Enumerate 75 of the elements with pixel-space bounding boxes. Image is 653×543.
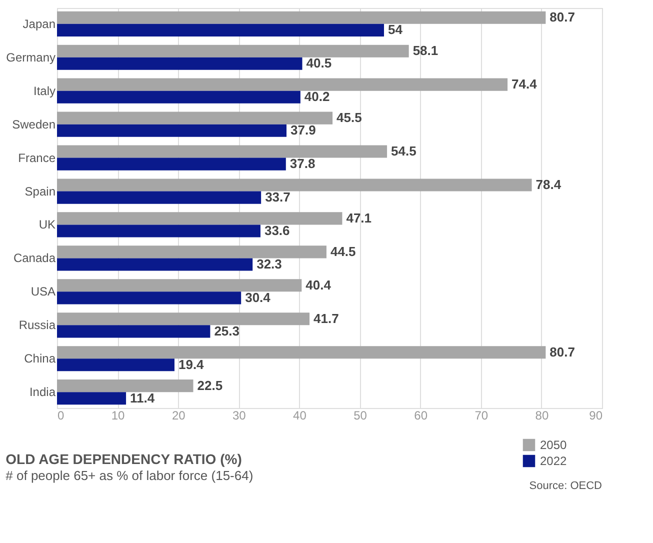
- bar: [57, 292, 242, 304]
- data-label: 54: [388, 22, 404, 38]
- y-tick-label: Japan: [22, 16, 56, 31]
- bar: [57, 112, 333, 124]
- y-tick-label: China: [24, 352, 56, 366]
- x-tick-label: 0: [58, 408, 64, 422]
- bar: [57, 224, 260, 238]
- bar: [57, 44, 409, 58]
- data-label: 33.7: [265, 190, 290, 205]
- bar: [57, 346, 546, 359]
- data-label: 45.5: [336, 110, 362, 126]
- x-tick-label: 70: [474, 408, 488, 422]
- data-label: 54.5: [391, 144, 416, 159]
- bar: [57, 246, 326, 258]
- bar: [57, 124, 287, 137]
- data-label: 40.5: [306, 56, 332, 71]
- y-tick-label: UK: [38, 218, 56, 232]
- x-tick-label: 40: [293, 408, 307, 422]
- x-tick-label: 80: [535, 408, 549, 422]
- data-label: 19.4: [178, 356, 205, 372]
- y-tick-label: Italy: [33, 84, 56, 98]
- bar: [57, 57, 302, 70]
- data-label: 22.5: [197, 378, 223, 393]
- x-tick-label: 60: [414, 408, 428, 422]
- data-label: 33.6: [264, 223, 290, 238]
- y-tick-label: USA: [30, 284, 56, 299]
- source-note: Source: OECD: [529, 480, 602, 492]
- y-tick-label: India: [29, 385, 56, 400]
- y-tick-label: France: [18, 150, 56, 165]
- bar: [57, 178, 532, 192]
- text: # of people 65+ as % of labor force (15-64): [6, 468, 254, 483]
- data-label: 11.4: [130, 390, 156, 406]
- bar: [57, 258, 253, 271]
- x-tick-label: 30: [232, 408, 246, 422]
- data-label: 58.1: [412, 43, 438, 58]
- bar: [57, 358, 174, 372]
- data-label: 30.4: [245, 290, 272, 305]
- legend-label: 2050: [540, 438, 568, 452]
- data-label: 47.1: [346, 210, 372, 226]
- legend-label: 2022: [540, 454, 568, 468]
- data-label: 74.4: [512, 76, 538, 92]
- bar: [57, 191, 262, 204]
- bar: [57, 145, 388, 158]
- bar: [57, 279, 302, 292]
- data-label: 40.2: [304, 89, 330, 104]
- text: OLD AGE DEPENDENCY RATIO (%): [6, 451, 242, 467]
- data-label: 80.7: [550, 344, 575, 360]
- bar: [57, 78, 508, 91]
- data-label: 41.7: [314, 310, 339, 326]
- data-label: 40.4: [306, 277, 332, 292]
- y-tick-label: Canada: [13, 251, 56, 266]
- bar: [57, 392, 126, 405]
- bar: [57, 325, 210, 338]
- y-tick-label: Germany: [6, 50, 56, 64]
- x-tick-label: 50: [354, 408, 368, 422]
- data-label: 25.3: [214, 323, 240, 338]
- x-tick-label: 10: [111, 408, 126, 422]
- y-tick-label: Spain: [24, 184, 56, 198]
- bar: [57, 90, 300, 104]
- data-label: 80.7: [550, 10, 575, 25]
- bar: [57, 380, 194, 392]
- y-tick-label: Russia: [18, 318, 56, 332]
- data-label: 32.3: [256, 256, 282, 272]
- bar: [57, 312, 310, 326]
- x-tick-label: 90: [589, 408, 603, 422]
- bar: [57, 212, 342, 225]
- y-tick-label: Sweden: [12, 117, 56, 132]
- bar: [57, 11, 546, 24]
- data-label: 37.9: [290, 122, 316, 138]
- bar: [57, 158, 286, 170]
- data-label: 44.5: [330, 244, 356, 259]
- data-label: 78.4: [536, 176, 562, 192]
- data-label: 37.8: [290, 156, 316, 172]
- bar: [57, 24, 384, 36]
- x-tick-label: 20: [172, 408, 186, 422]
